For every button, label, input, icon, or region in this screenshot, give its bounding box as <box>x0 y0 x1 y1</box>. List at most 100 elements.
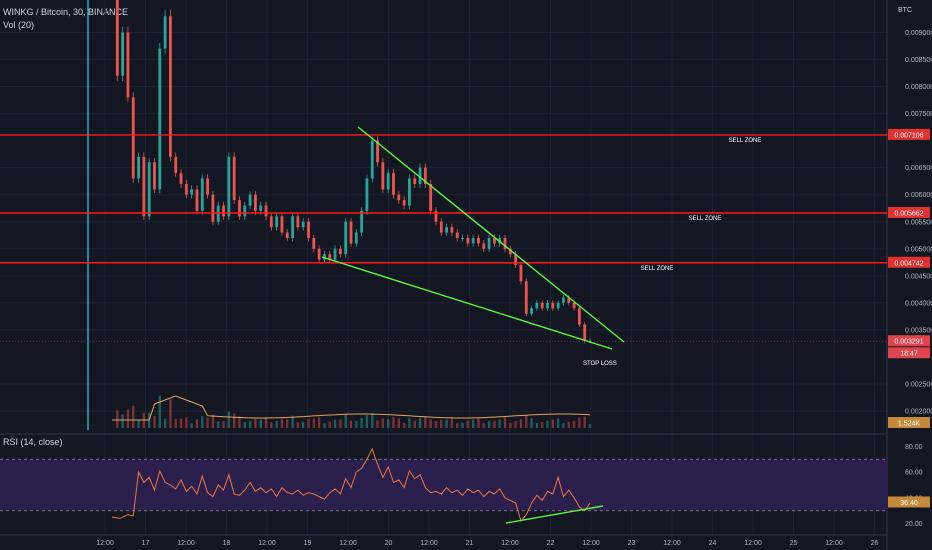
candle-body <box>248 194 252 206</box>
sell-zone-label: SELL ZONE <box>729 138 762 144</box>
candle-body <box>163 16 167 49</box>
zone-price-badge <box>888 256 930 268</box>
candle-body <box>365 178 369 211</box>
x-tick-label: 12:00 <box>339 540 357 547</box>
x-tick-label: 12:00 <box>177 540 195 547</box>
volume-bar <box>280 418 284 428</box>
candle-body <box>551 302 555 309</box>
volume-bar <box>349 420 353 428</box>
candle-body <box>158 48 162 190</box>
volume-ma-line <box>112 395 591 421</box>
candle-body <box>408 178 411 206</box>
volume-bar <box>535 423 539 428</box>
countdown-badge <box>888 347 930 359</box>
x-tick-label: 24 <box>709 540 717 547</box>
zone-price-badge-text: 0.005662 <box>894 210 923 217</box>
candle-body <box>280 216 284 233</box>
volume-label: Vol (20) <box>3 20 35 30</box>
volume-bar <box>487 421 491 428</box>
x-tick-label: 12:00 <box>96 540 114 547</box>
candle-body <box>572 302 576 309</box>
volume-bar <box>344 413 347 428</box>
volume-bar <box>360 418 363 428</box>
volume-bar <box>296 422 300 428</box>
volume-bar <box>418 417 422 428</box>
y-tick-label: 0.009000 <box>905 30 932 37</box>
volume-bar <box>482 423 485 428</box>
volume-bar <box>424 416 427 428</box>
volume-bar <box>116 410 119 428</box>
volume-bar <box>217 421 220 428</box>
candle-body <box>370 140 374 179</box>
volume-bar <box>227 411 231 428</box>
volume-bar <box>264 417 268 428</box>
volume-bar <box>408 418 411 428</box>
volume-bar <box>376 420 379 428</box>
volume-bar <box>386 418 390 428</box>
x-tick-label: 25 <box>790 540 798 547</box>
candle-body <box>455 232 459 238</box>
volume-bar <box>243 422 246 428</box>
volume-bar <box>169 399 172 428</box>
y-tick-label: 0.003500 <box>905 327 932 334</box>
volume-bar <box>286 419 289 428</box>
candle-body <box>142 156 146 217</box>
candle-body <box>583 324 587 341</box>
candle-body <box>115 0 119 76</box>
candle-body <box>445 227 448 233</box>
x-tick-label: 12:00 <box>501 540 519 547</box>
candle-body <box>418 167 422 184</box>
volume-badge-text: 1.524K <box>898 421 921 428</box>
candle-body <box>174 156 178 174</box>
volume-bar <box>541 421 544 428</box>
volume-bar <box>195 419 199 428</box>
zone-price-badge-text: 0.007106 <box>894 132 923 139</box>
volume-bar <box>434 421 438 428</box>
candle-body <box>269 216 273 228</box>
candle-body <box>434 210 438 222</box>
volume-bar <box>525 415 528 428</box>
candle-body <box>530 308 533 314</box>
volume-bar <box>365 415 369 428</box>
y-tick-label: 0.002000 <box>905 409 932 416</box>
volume-bar <box>270 422 273 428</box>
volume-bar <box>232 413 236 428</box>
candle-body <box>211 194 215 222</box>
volume-bar <box>163 418 167 428</box>
rsi-tick-label: 80.00 <box>905 444 923 451</box>
candle-body <box>169 16 172 157</box>
candle-body <box>254 194 257 211</box>
x-tick-label: 12:00 <box>825 540 843 547</box>
x-tick-label: 17 <box>142 540 150 547</box>
volume-bar <box>519 418 523 428</box>
candle-body <box>275 216 279 228</box>
sell-zone-label: SELL ZONE <box>689 216 722 222</box>
candle-body <box>153 162 156 190</box>
volume-bar <box>323 423 326 428</box>
volume-bar <box>551 419 555 428</box>
candle-body <box>312 237 316 249</box>
volume-bar <box>201 416 204 428</box>
volume-bar <box>190 423 193 428</box>
volume-bar <box>121 414 124 428</box>
candle-body <box>296 216 300 228</box>
candle-body <box>423 167 427 184</box>
volume-bar <box>355 421 358 428</box>
last-price-badge <box>888 335 930 347</box>
x-tick-label: 23 <box>628 540 636 547</box>
candle-body <box>397 194 401 201</box>
x-tick-label: 12:00 <box>258 540 276 547</box>
volume-bar <box>466 420 470 428</box>
rsi-line <box>111 447 591 523</box>
volume-bar <box>572 420 576 428</box>
x-tick-label: 12:00 <box>744 540 762 547</box>
volume-bar <box>381 418 385 428</box>
candle-body <box>471 237 475 244</box>
volume-bar <box>461 422 464 428</box>
candle-body <box>482 243 486 249</box>
candle-body <box>577 308 581 325</box>
y-tick-label: 0.002500 <box>905 382 932 389</box>
candle-body <box>238 200 241 217</box>
candle-body <box>232 156 236 201</box>
